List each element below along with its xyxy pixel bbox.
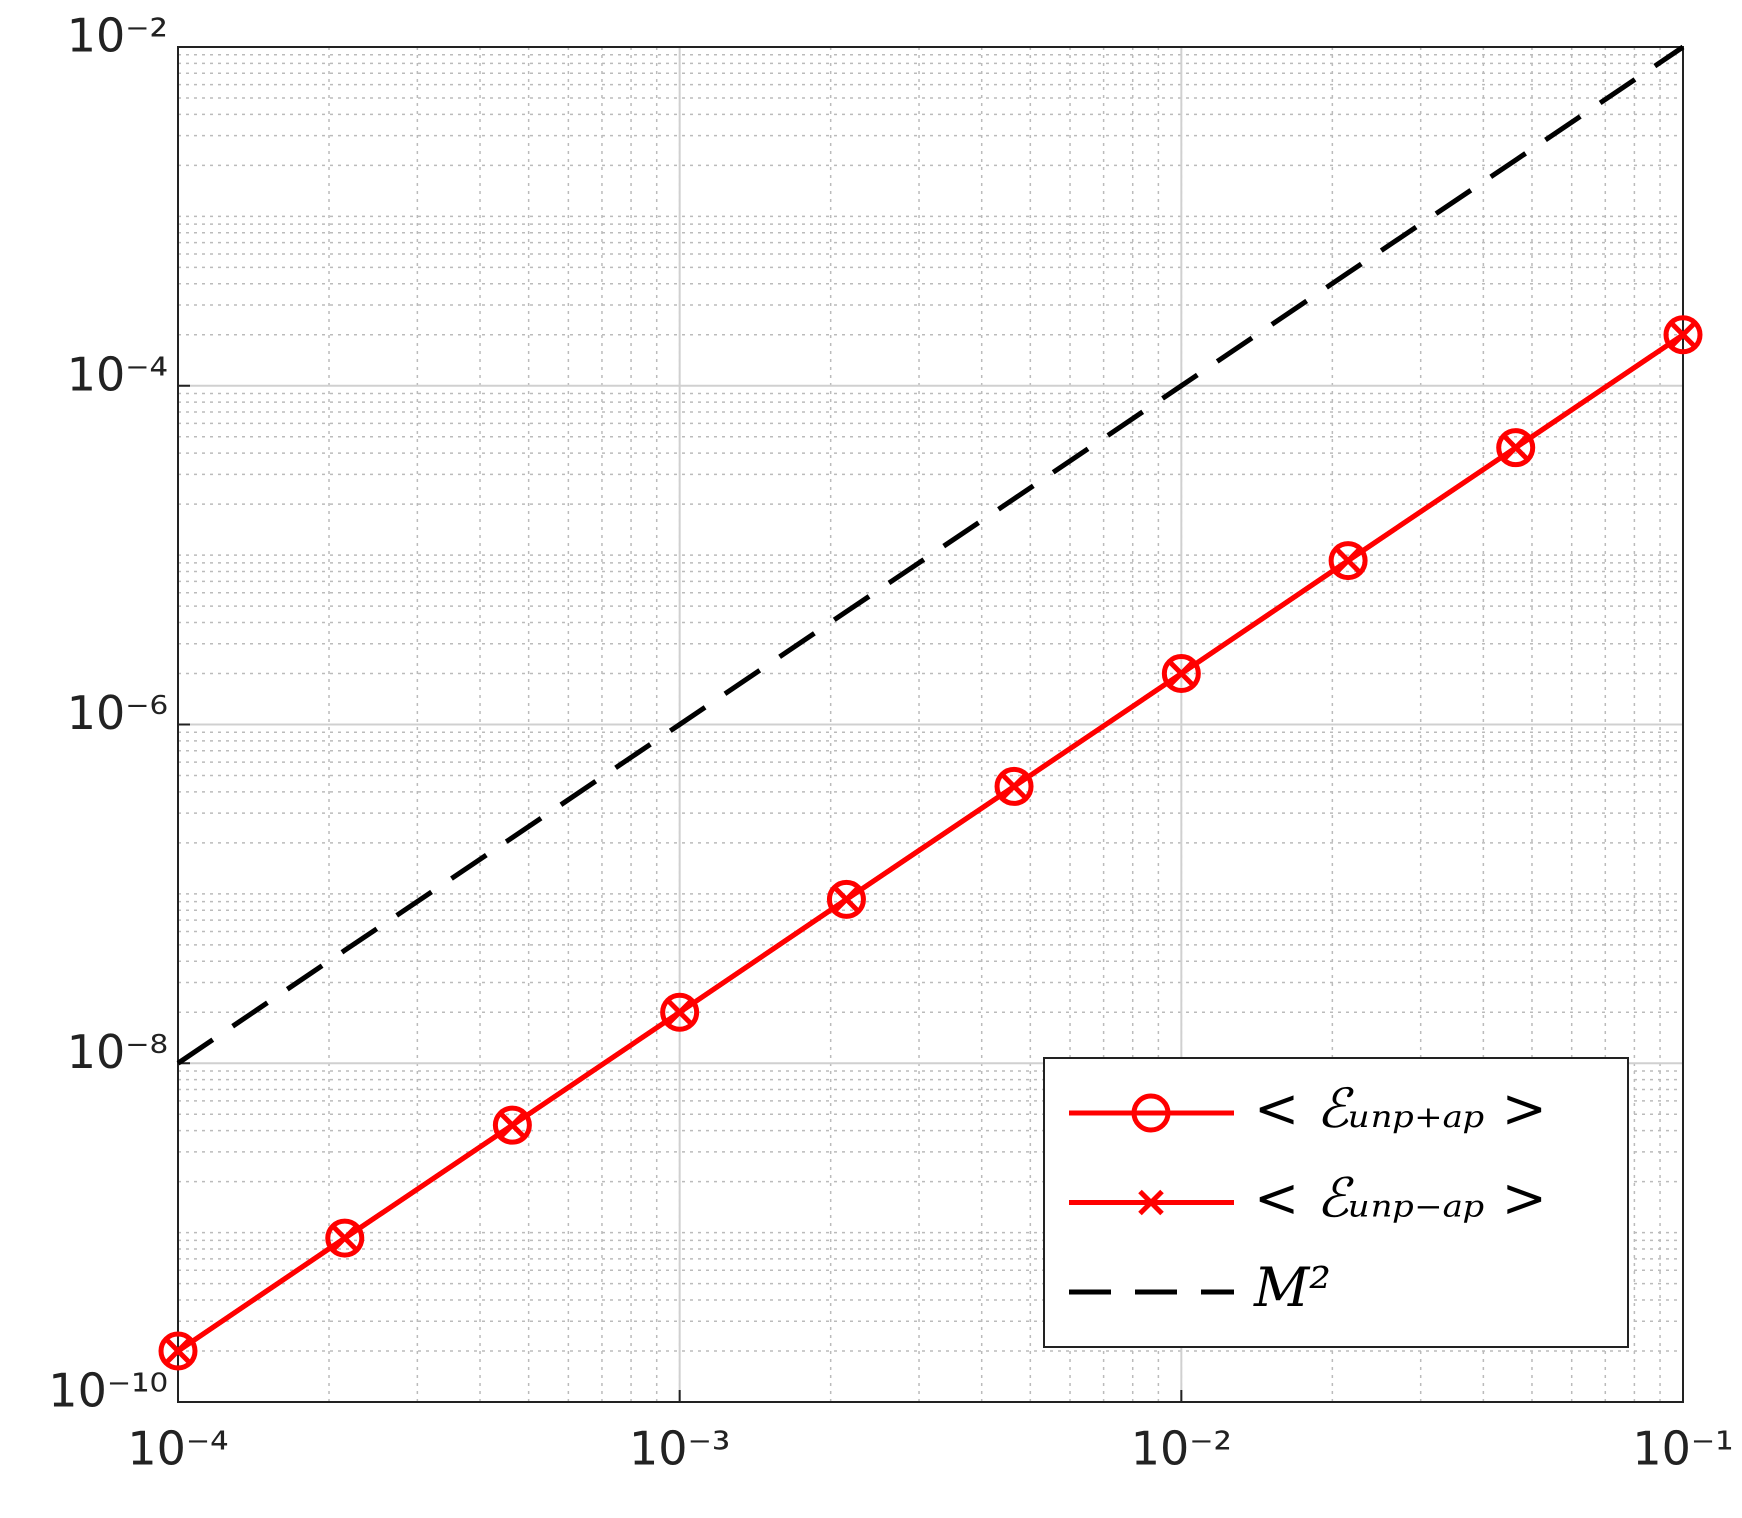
data-point: [332, 1225, 358, 1251]
data-point: [1168, 660, 1195, 687]
data-point: [325, 1218, 365, 1258]
data-point: [158, 1331, 198, 1371]
data-point: [1001, 773, 1027, 800]
data-point: [660, 992, 700, 1032]
y-tick-label: 10⁻¹⁰: [48, 1364, 168, 1418]
data-point: [826, 879, 866, 919]
data-point: [666, 999, 693, 1026]
data-point: [833, 886, 860, 913]
data-point: [1335, 547, 1361, 574]
series-line: [176, 44, 1685, 1066]
legend-marker: [1131, 1093, 1171, 1133]
plot-frame: [177, 46, 1684, 1403]
data-point: [1502, 434, 1529, 461]
data-point: [499, 1112, 526, 1138]
legend-label: M²: [1253, 1256, 1331, 1319]
data-point: [1496, 428, 1536, 468]
x-tick-label: 10⁻²: [1131, 1422, 1232, 1476]
x-tick-label: 10⁻³: [629, 1422, 730, 1476]
data-point: [1663, 315, 1703, 355]
data-point: [492, 1105, 532, 1145]
legend-label: < ℰᵤₙₚ₊ₐₚ >: [1254, 1077, 1547, 1140]
legend-label: < ℰᵤₙₚ₋ₐₚ >: [1254, 1167, 1547, 1230]
y-tick-label: 10⁻⁶: [67, 686, 168, 740]
data-point: [1161, 654, 1201, 694]
series-line: [176, 332, 1685, 1354]
y-tick-label: 10⁻⁸: [67, 1025, 168, 1079]
y-tick-label: 10⁻⁴: [67, 347, 168, 401]
x-tick-label: 10⁻¹: [1632, 1422, 1733, 1476]
data-point: [1670, 321, 1696, 348]
legend-marker: [1138, 1189, 1164, 1216]
data-point: [1328, 541, 1368, 581]
x-tick-label: 10⁻⁴: [127, 1422, 228, 1476]
data-point: [165, 1338, 191, 1364]
data-point: [994, 766, 1034, 806]
y-tick-label: 10⁻²: [67, 9, 168, 63]
